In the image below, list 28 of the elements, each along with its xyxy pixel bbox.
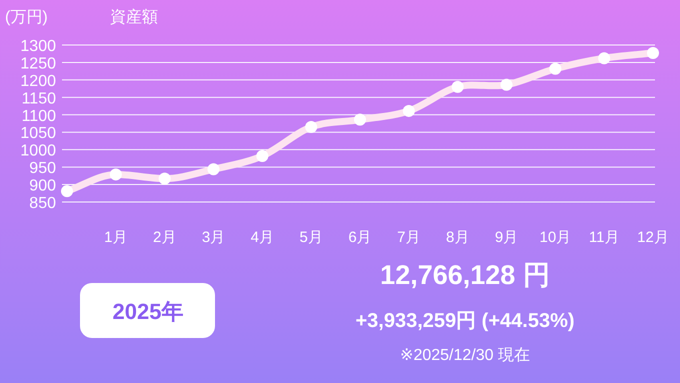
xtick: 7月 xyxy=(397,229,420,246)
xtick: 1月 xyxy=(104,229,128,246)
ylabel: (万円) xyxy=(5,9,48,26)
xtick: 3月 xyxy=(202,229,226,246)
xtick: 9月 xyxy=(494,229,518,246)
xtick: 5月 xyxy=(300,229,323,246)
xtick: 10月 xyxy=(540,229,572,246)
ytick: 1300 xyxy=(20,38,56,55)
ytick: 1100 xyxy=(22,108,56,125)
ytick: 950 xyxy=(29,160,56,178)
xtick: 6月 xyxy=(348,229,372,246)
xtick: 11月 xyxy=(588,229,620,246)
ytick: 1250 xyxy=(20,55,56,72)
xtick: 2月 xyxy=(153,229,176,246)
ytick: 1050 xyxy=(20,125,56,142)
annotation: ※2025/12/30 現在 xyxy=(400,347,530,364)
annotation: 2025年 xyxy=(112,299,184,324)
xtick: 8月 xyxy=(446,229,470,246)
xtick: 12月 xyxy=(637,229,669,246)
ytick: 1150 xyxy=(22,90,56,108)
xtick: 4月 xyxy=(250,229,274,246)
annotation: 12,766,128 円 xyxy=(380,260,550,290)
ytick: 850 xyxy=(29,195,56,212)
annotation: +3,933,259円 (+44.53%) xyxy=(355,310,575,332)
title: 資産額 xyxy=(110,9,158,26)
ytick: 1200 xyxy=(20,72,56,90)
ytick: 900 xyxy=(29,178,56,195)
ytick: 1000 xyxy=(20,142,56,160)
